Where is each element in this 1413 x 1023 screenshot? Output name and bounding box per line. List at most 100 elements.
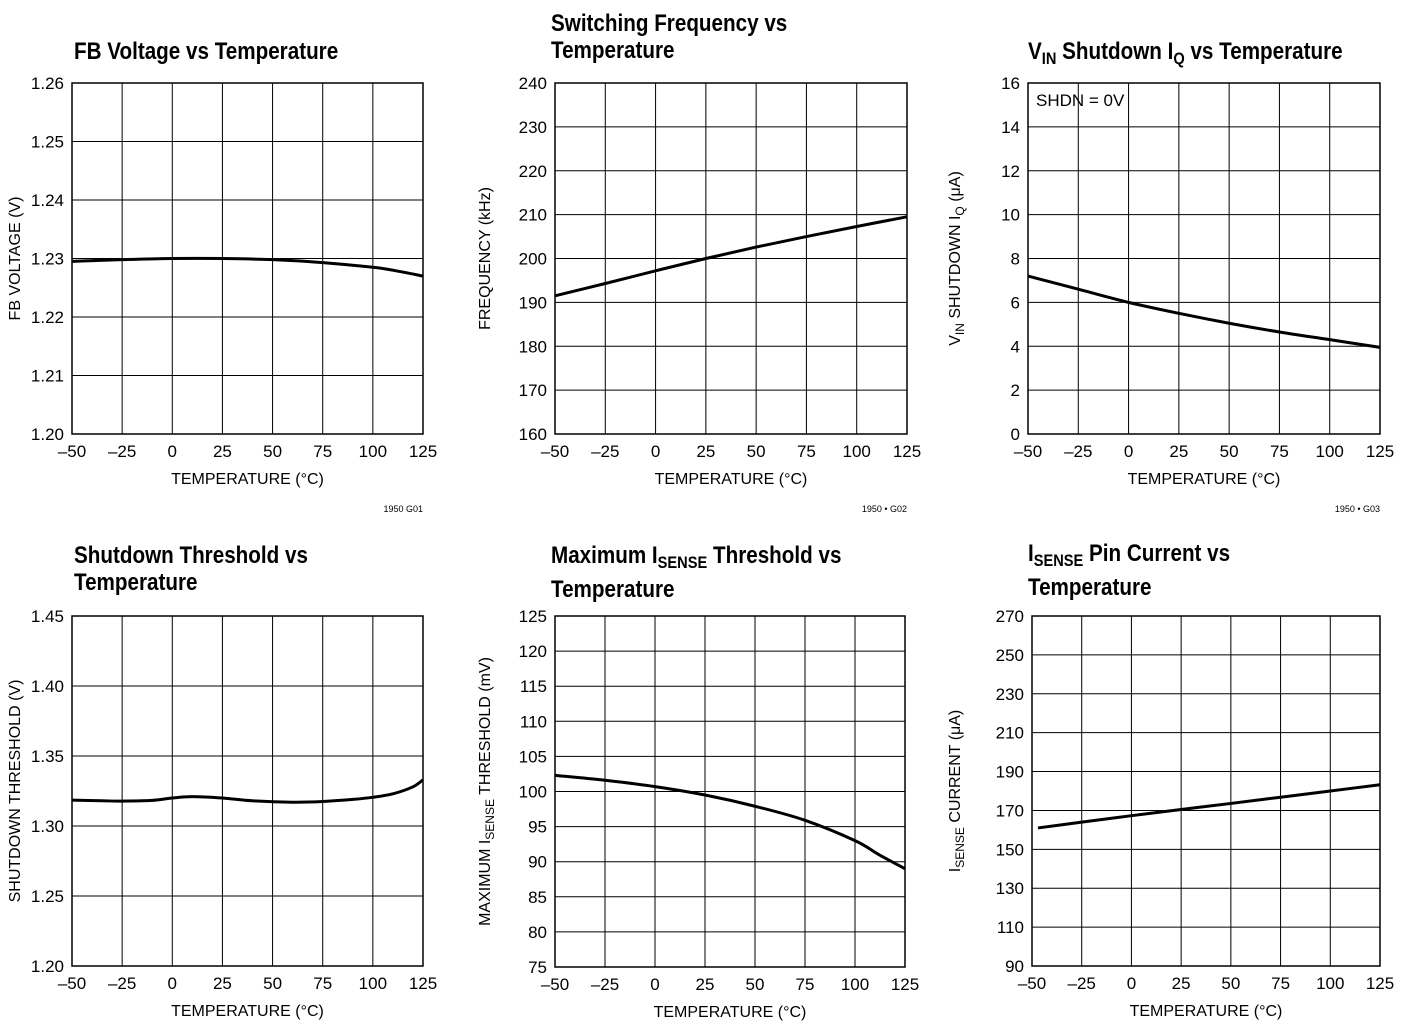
x-tick-label: 25 [213,442,232,461]
y-tick-label: 1.20 [31,957,64,976]
y-tick-label: 1.25 [31,887,64,906]
y-tick-label: 90 [528,853,547,872]
y-tick-label: 270 [996,607,1024,626]
y-tick-label: 1.24 [31,191,64,210]
x-tick-label: 50 [746,975,765,994]
x-tick-label: –50 [1014,442,1042,461]
chart-2-title-line-2: Temperature [551,37,675,64]
y-tick-label: 16 [1001,74,1020,93]
y-tick-label: 230 [996,685,1024,704]
x-tick-label: –25 [108,442,136,461]
y-tick-label: 230 [519,118,547,137]
series-group [554,215,908,298]
tick-labels: –50 –25 0 25 50 75 100 125 1.20 1.21 1.22 1.23 1.24 1… [31,74,437,461]
y-tick-label: 130 [996,879,1024,898]
y-tick-label: 150 [996,840,1024,859]
y-label-post: THRESHOLD (mV) [477,657,494,799]
plot-frame [71,82,424,435]
y-tick-label: 170 [996,801,1024,820]
y-tick-label: 1.25 [31,133,64,152]
y-label-pre: MAXIMUM I [477,840,494,926]
y-tick-label: 125 [519,607,547,626]
y-tick-label: 1.40 [31,677,64,696]
chart-grid [555,616,905,967]
y-label-sub2: Q [953,206,967,215]
y-tick-label: 210 [519,206,547,225]
plot-frame [1031,615,1381,967]
x-tick-label: 50 [1220,442,1239,461]
chart-3-title-sub2: Q [1173,49,1185,68]
x-tick-label: 50 [263,974,282,993]
y-tick-label: 8 [1011,250,1020,269]
x-tick-label: 75 [313,442,332,461]
y-axis-label: VIN SHUTDOWN IQ (μA) [947,171,967,346]
y-tick-label: 12 [1001,162,1020,181]
chart-5-title-line-2: Temperature [551,576,675,603]
x-tick-label: 50 [263,442,282,461]
y-tick-label: 2 [1011,381,1020,400]
y-label-sub: IN [953,323,967,335]
y-tick-label: 0 [1011,425,1020,444]
y-axis-label: MAXIMUM ISENSE THRESHOLD (mV) [477,657,497,926]
x-tick-label: 75 [797,442,816,461]
series-line [554,773,906,871]
series-line [554,215,908,298]
x-tick-label: –25 [591,442,619,461]
y-tick-label: 14 [1001,118,1020,137]
chart-2-title: Switching Frequency vs Temperature [551,10,787,64]
x-axis-label: TEMPERATURE (°C) [171,471,324,488]
x-tick-label: 125 [1366,974,1394,993]
y-label-pre: V [947,335,964,346]
series-line [1027,274,1381,349]
x-tick-label: 0 [1124,442,1133,461]
x-axis-label: TEMPERATURE (°C) [1128,471,1281,488]
x-tick-label: 125 [891,975,919,994]
x-tick-label: 100 [843,442,871,461]
x-axis-label: TEMPERATURE (°C) [654,1004,807,1021]
max-isense-threshold-chart: –50 –25 0 25 50 75 100 125 75 80 85 90 95 100 105 110 11… [477,607,920,1021]
chart-5-title: Maximum ISENSE Threshold vs Temperature [551,542,841,603]
shutdown-threshold-chart: –50 –25 0 25 50 75 100 125 1.20 1.25 1.30 1.35 1.40 1… [7,607,437,1020]
y-tick-label: 100 [519,783,547,802]
y-tick-label: 1.22 [31,308,64,327]
y-tick-label: 10 [1001,206,1020,225]
x-tick-label: 125 [409,442,437,461]
y-tick-label: 1.21 [31,367,64,386]
figure-id: 1950 • G03 [1335,504,1380,514]
y-label-sub: SENSE [483,799,497,840]
series-line [1037,783,1381,830]
plot-frame [554,615,906,968]
x-tick-label: 50 [747,442,766,461]
chart-6-title-post: Pin Current vs [1083,540,1231,567]
x-tick-label: –25 [108,974,136,993]
tick-labels: –50 –25 0 25 50 75 100 125 75 80 85 90 95 100 105 110 11… [519,607,920,994]
series-line [71,778,424,804]
y-tick-label: 1.45 [31,607,64,626]
tick-labels: –50 –25 0 25 50 75 100 125 90 110 130 150 170 190 210 2… [996,607,1395,993]
series-group [71,256,424,278]
x-tick-label: 100 [359,974,387,993]
chart-4-title: Shutdown Threshold vs Temperature [74,542,308,596]
chart-3-title-post: vs Temperature [1184,38,1343,65]
chart-6-title-sub: SENSE [1033,551,1084,570]
x-tick-label: 25 [1172,974,1191,993]
switching-frequency-chart: –50 –25 0 25 50 75 100 125 160 170 180 190 200 210 220… [477,74,922,514]
y-tick-label: 120 [519,642,547,661]
y-label-post: (μA) [947,171,964,206]
y-axis-label: SHUTDOWN THRESHOLD (V) [7,680,24,903]
chart-4-title-line-2: Temperature [74,569,198,596]
tick-labels: –50 –25 0 25 50 75 100 125 1.20 1.25 1.30 1.35 1.40 1… [31,607,437,993]
series-group [554,773,906,871]
chart-grid [1028,83,1380,434]
x-tick-label: 50 [1221,974,1240,993]
y-tick-label: 250 [996,646,1024,665]
chart-grid [1032,616,1380,966]
x-tick-label: 0 [1127,974,1136,993]
y-tick-label: 85 [528,888,547,907]
chart-1-title-line-1: FB Voltage vs Temperature [74,38,339,65]
tick-labels: –50 –25 0 25 50 75 100 125 160 170 180 190 200 210 220… [519,74,922,461]
x-tick-label: 125 [1366,442,1394,461]
y-tick-label: 75 [528,958,547,977]
y-tick-label: 220 [519,162,547,181]
y-tick-label: 1.26 [31,74,64,93]
